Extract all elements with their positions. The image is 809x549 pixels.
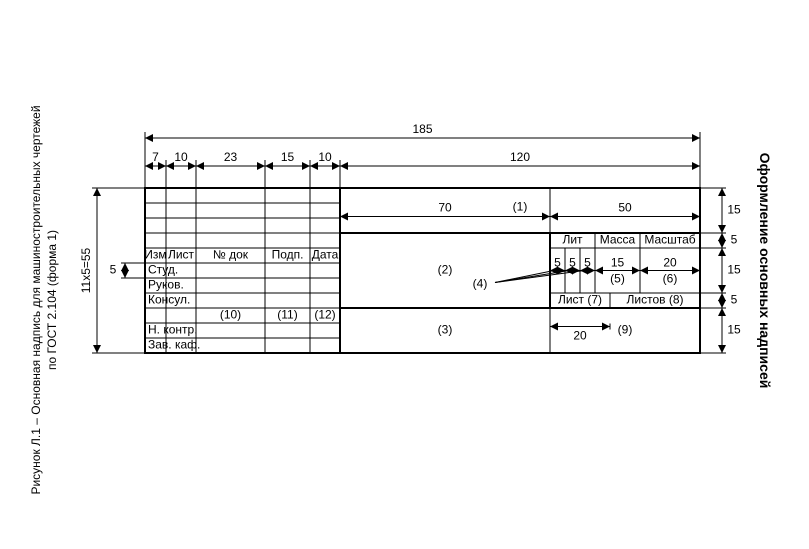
- dim-120: 120: [510, 150, 530, 164]
- hdr-lit: Лит: [562, 233, 583, 247]
- dim-185: 185: [412, 122, 432, 136]
- dim-h2a: 5: [731, 233, 738, 247]
- zone-8: Листов (8): [627, 293, 684, 307]
- hdr-3: Подп.: [272, 248, 304, 262]
- zone-1: (1): [513, 200, 528, 214]
- zone-2: (2): [438, 263, 453, 277]
- dim-lit-2: 5: [584, 256, 591, 270]
- dim-col-2: 23: [224, 150, 238, 164]
- dim-70: 70: [438, 201, 452, 215]
- dim-50: 50: [618, 201, 632, 215]
- dim-col-1: 10: [174, 150, 188, 164]
- zone-12: (12): [314, 308, 335, 322]
- hdr-1: Лист: [168, 248, 195, 262]
- hdr-4: Дата: [312, 248, 339, 262]
- role-0: Студ.: [148, 263, 178, 277]
- zone-5: (5): [610, 272, 625, 286]
- dim-col-0: 7: [152, 150, 159, 164]
- zone-6: (6): [663, 272, 678, 286]
- dim-mass: 15: [611, 256, 625, 270]
- dim-scale: 20: [663, 256, 677, 270]
- caption-2: по ГОСТ 2.104 (форма 1): [45, 230, 59, 370]
- dim-h2c: 5: [731, 293, 738, 307]
- role-1: Руков.: [148, 278, 184, 292]
- dim-55-label: 11х5=55: [79, 247, 93, 293]
- hdr-0: Изм: [144, 248, 166, 262]
- zone-4: (4): [473, 277, 488, 291]
- role-4: Н. контр.: [148, 323, 198, 337]
- zone-10: (10): [220, 308, 241, 322]
- role-2: Консул.: [148, 293, 190, 307]
- dim-col-3: 15: [281, 150, 295, 164]
- side-title: Оформление основных надписей: [757, 153, 773, 389]
- dim-h2b: 15: [727, 263, 741, 277]
- dim-h3: 15: [727, 323, 741, 337]
- zone-7: Лист (7): [558, 293, 602, 307]
- hdr-scale: Масштаб: [644, 233, 695, 247]
- caption-1: Рисунок Л.1 – Основная надпись для машин…: [29, 105, 43, 494]
- role-5: Зав. каф.: [148, 338, 200, 352]
- dim-row5: 5: [110, 263, 117, 277]
- hdr-mass: Масса: [600, 233, 636, 247]
- dim-col-4: 10: [318, 150, 332, 164]
- zone-3: (3): [438, 323, 453, 337]
- dim-lit-0: 5: [554, 256, 561, 270]
- zone-11: (11): [277, 308, 297, 322]
- zone-9: (9): [618, 323, 633, 337]
- dim-lit-1: 5: [569, 256, 576, 270]
- hdr-2: № док: [213, 248, 249, 262]
- dim-h1: 15: [727, 203, 741, 217]
- dim-sheet20: 20: [573, 329, 587, 343]
